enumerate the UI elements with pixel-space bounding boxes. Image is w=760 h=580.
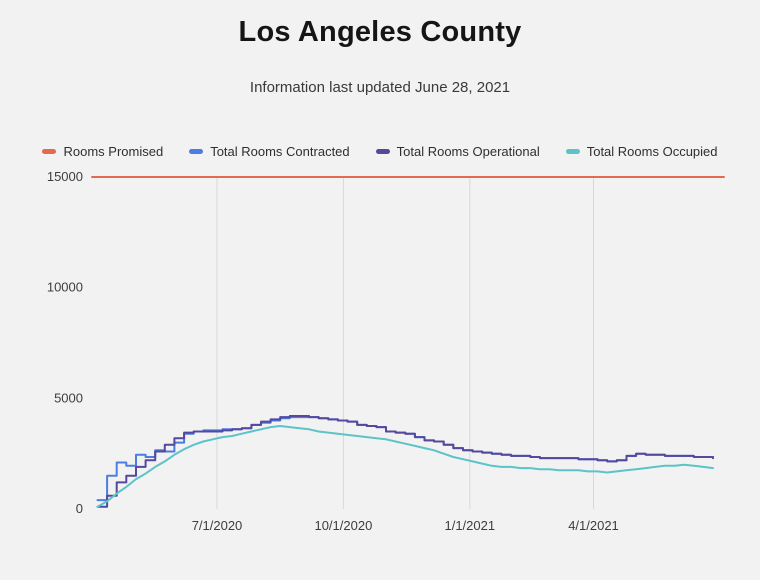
last-updated-text: Information last updated June 28, 2021 (249, 79, 511, 96)
chart-legend: Rooms Promised Total Rooms Contracted To… (0, 144, 760, 159)
legend-item-total-rooms-occupied[interactable]: Total Rooms Occupied (565, 144, 718, 159)
legend-item-total-rooms-contracted[interactable]: Total Rooms Contracted (189, 144, 350, 159)
legend-label: Total Rooms Occupied (586, 144, 718, 159)
x-tick-label: 4/1/2021 (568, 518, 619, 533)
legend-label: Rooms Promised (63, 144, 164, 159)
legend-item-rooms-promised[interactable]: Rooms Promised (42, 144, 163, 159)
series-line-total-rooms-occupied (96, 425, 714, 508)
series-line-total-rooms-contracted (96, 416, 714, 502)
y-tick-label: 15000 (47, 169, 83, 184)
page-title: Los Angeles County (238, 16, 522, 48)
chart-area: 7/1/2020 10/1/2020 1/1/2021 4/1/2021 0 5000 10… (0, 163, 760, 545)
legend-label: Total Rooms Contracted (210, 144, 350, 159)
legend-swatch-icon (375, 149, 390, 154)
series-line-total-rooms-operational (96, 415, 714, 508)
legend-swatch-icon (565, 149, 580, 154)
legend-swatch-icon (42, 149, 57, 154)
x-tick-label: 10/1/2020 (314, 518, 372, 533)
x-tick-label: 1/1/2021 (444, 518, 495, 533)
legend-item-total-rooms-operational[interactable]: Total Rooms Operational (375, 144, 540, 159)
y-tick-label: 10000 (47, 280, 83, 295)
legend-swatch-icon (189, 149, 204, 154)
x-tick-label: 7/1/2020 (192, 518, 243, 533)
y-tick-label: 5000 (54, 390, 83, 405)
legend-label: Total Rooms Operational (396, 144, 540, 159)
line-chart: 7/1/2020 10/1/2020 1/1/2021 4/1/2021 0 5000 10… (47, 169, 725, 533)
y-tick-label: 0 (76, 501, 83, 516)
